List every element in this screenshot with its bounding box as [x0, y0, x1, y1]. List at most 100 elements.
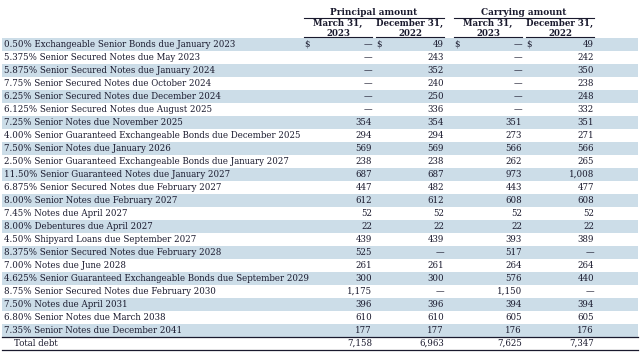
Text: 273: 273 [506, 131, 522, 140]
Text: 238: 238 [355, 157, 372, 166]
Text: 439: 439 [356, 235, 372, 244]
Text: 396: 396 [356, 300, 372, 309]
Text: 49: 49 [433, 40, 444, 49]
Text: 7.45% Notes due April 2027: 7.45% Notes due April 2027 [4, 209, 127, 218]
Bar [2, 168, 638, 181]
Text: 5.375% Senior Secured Notes due May 2023: 5.375% Senior Secured Notes due May 2023 [4, 53, 200, 62]
Text: 22: 22 [511, 222, 522, 231]
Text: —: — [435, 248, 444, 257]
Text: 1,175: 1,175 [347, 287, 372, 296]
Text: —: — [513, 40, 522, 49]
Text: 7,347: 7,347 [569, 339, 594, 348]
Text: 7,625: 7,625 [497, 339, 522, 348]
Bar [2, 259, 638, 272]
Text: Total debt: Total debt [14, 339, 58, 348]
Text: 440: 440 [577, 274, 594, 283]
Text: 6,963: 6,963 [419, 339, 444, 348]
Text: 576: 576 [506, 274, 522, 283]
Text: 610: 610 [355, 313, 372, 322]
Text: 7.25% Senior Notes due November 2025: 7.25% Senior Notes due November 2025 [4, 118, 183, 127]
Text: 566: 566 [506, 144, 522, 153]
Text: 973: 973 [506, 170, 522, 179]
Text: —: — [364, 79, 372, 88]
Text: 7.50% Notes due April 2031: 7.50% Notes due April 2031 [4, 300, 127, 309]
Bar [2, 129, 638, 142]
Text: 612: 612 [355, 196, 372, 205]
Text: 264: 264 [506, 261, 522, 270]
Text: March 31,
2023: March 31, 2023 [314, 19, 363, 38]
Bar [2, 103, 638, 116]
Text: 243: 243 [428, 53, 444, 62]
Text: 610: 610 [428, 313, 444, 322]
Text: 4.50% Shipyard Loans due September 2027: 4.50% Shipyard Loans due September 2027 [4, 235, 196, 244]
Text: 439: 439 [428, 235, 444, 244]
Text: —: — [513, 92, 522, 101]
Text: 394: 394 [506, 300, 522, 309]
Text: 6.80% Senior Notes due March 2038: 6.80% Senior Notes due March 2038 [4, 313, 166, 322]
Text: 354: 354 [428, 118, 444, 127]
Text: December 31,
2022: December 31, 2022 [527, 19, 593, 38]
Text: 248: 248 [577, 92, 594, 101]
Text: 2.50% Senior Guaranteed Exchangeable Bonds due January 2027: 2.50% Senior Guaranteed Exchangeable Bon… [4, 157, 289, 166]
Text: 350: 350 [577, 66, 594, 75]
Bar [2, 90, 638, 103]
Text: 443: 443 [506, 183, 522, 192]
Text: —: — [513, 53, 522, 62]
Text: 393: 393 [506, 235, 522, 244]
Text: 8.75% Senior Secured Notes due February 2030: 8.75% Senior Secured Notes due February … [4, 287, 216, 296]
Text: 605: 605 [577, 313, 594, 322]
Text: 569: 569 [355, 144, 372, 153]
Text: $: $ [454, 40, 460, 49]
Text: 11.50% Senior Guaranteed Notes due January 2027: 11.50% Senior Guaranteed Notes due Janua… [4, 170, 230, 179]
Text: 1,150: 1,150 [497, 287, 522, 296]
Bar [2, 272, 638, 285]
Text: 52: 52 [511, 209, 522, 218]
Text: 22: 22 [583, 222, 594, 231]
Text: 294: 294 [355, 131, 372, 140]
Text: 52: 52 [361, 209, 372, 218]
Text: 176: 176 [577, 326, 594, 335]
Text: 687: 687 [355, 170, 372, 179]
Text: 238: 238 [428, 157, 444, 166]
Text: 7.75% Senior Secured Notes due October 2024: 7.75% Senior Secured Notes due October 2… [4, 79, 211, 88]
Text: 7.35% Senior Notes due December 2041: 7.35% Senior Notes due December 2041 [4, 326, 182, 335]
Text: March 31,
2023: March 31, 2023 [463, 19, 513, 38]
Text: 352: 352 [428, 66, 444, 75]
Text: 4.625% Senior Guaranteed Exchangeable Bonds due September 2029: 4.625% Senior Guaranteed Exchangeable Bo… [4, 274, 309, 283]
Text: 271: 271 [577, 131, 594, 140]
Text: 7.50% Senior Notes due January 2026: 7.50% Senior Notes due January 2026 [4, 144, 171, 153]
Text: 240: 240 [428, 79, 444, 88]
Text: 22: 22 [361, 222, 372, 231]
Text: —: — [364, 53, 372, 62]
Text: —: — [364, 92, 372, 101]
Text: —: — [586, 287, 594, 296]
Text: 336: 336 [428, 105, 444, 114]
Text: 250: 250 [428, 92, 444, 101]
Bar [2, 116, 638, 129]
Text: 8.00% Senior Notes due February 2027: 8.00% Senior Notes due February 2027 [4, 196, 177, 205]
Text: 262: 262 [506, 157, 522, 166]
Text: 351: 351 [577, 118, 594, 127]
Text: 300: 300 [355, 274, 372, 283]
Bar [2, 181, 638, 194]
Text: 394: 394 [578, 300, 594, 309]
Text: 52: 52 [433, 209, 444, 218]
Text: 6.25% Senior Secured Notes due December 2024: 6.25% Senior Secured Notes due December … [4, 92, 221, 101]
Text: 525: 525 [355, 248, 372, 257]
Text: 242: 242 [577, 53, 594, 62]
Text: 265: 265 [577, 157, 594, 166]
Text: $: $ [376, 40, 381, 49]
Bar [2, 337, 638, 350]
Text: 52: 52 [583, 209, 594, 218]
Text: —: — [364, 66, 372, 75]
Text: 6.125% Senior Secured Notes due August 2025: 6.125% Senior Secured Notes due August 2… [4, 105, 212, 114]
Bar [2, 246, 638, 259]
Bar [2, 64, 638, 77]
Text: 22: 22 [433, 222, 444, 231]
Text: 477: 477 [577, 183, 594, 192]
Text: 5.875% Senior Secured Notes due January 2024: 5.875% Senior Secured Notes due January … [4, 66, 215, 75]
Text: —: — [513, 66, 522, 75]
Text: 49: 49 [583, 40, 594, 49]
Text: 7,158: 7,158 [347, 339, 372, 348]
Text: 389: 389 [577, 235, 594, 244]
